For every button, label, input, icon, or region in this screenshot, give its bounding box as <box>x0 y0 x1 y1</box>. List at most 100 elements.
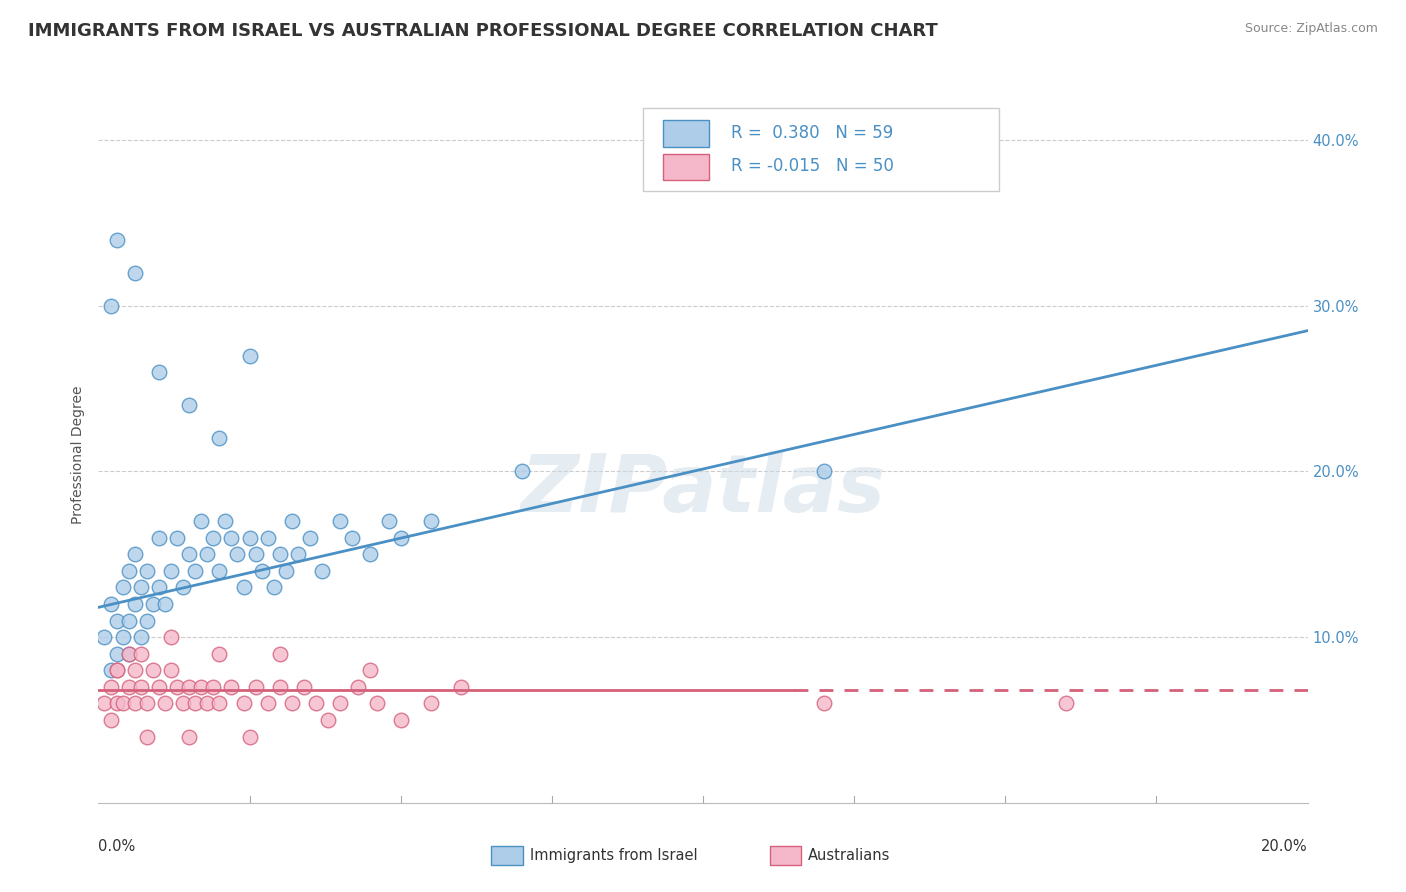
Point <box>160 564 183 578</box>
Point <box>269 547 291 561</box>
Point <box>221 531 243 545</box>
Point <box>111 581 134 595</box>
Point <box>208 564 231 578</box>
Point <box>281 514 304 528</box>
Point <box>148 531 170 545</box>
Point <box>105 647 128 661</box>
FancyBboxPatch shape <box>492 846 523 865</box>
Point <box>172 581 194 595</box>
Point <box>366 697 388 711</box>
Point <box>100 680 122 694</box>
Point <box>269 647 291 661</box>
Point <box>305 697 328 711</box>
Point <box>124 266 146 280</box>
Point <box>100 663 122 677</box>
Point <box>813 465 835 479</box>
Point <box>195 547 218 561</box>
Point <box>450 680 472 694</box>
Point <box>263 581 285 595</box>
Point <box>245 547 267 561</box>
Point <box>360 547 382 561</box>
Point <box>105 663 128 677</box>
Point <box>135 730 157 744</box>
Point <box>118 680 141 694</box>
Text: R =  0.380   N = 59: R = 0.380 N = 59 <box>731 124 893 142</box>
Point <box>166 531 188 545</box>
Point <box>316 713 339 727</box>
Point <box>142 663 165 677</box>
Point <box>510 465 533 479</box>
Point <box>135 564 157 578</box>
Point <box>269 680 291 694</box>
Point <box>148 581 170 595</box>
FancyBboxPatch shape <box>769 846 801 865</box>
Point <box>111 697 134 711</box>
Point <box>250 564 273 578</box>
Point <box>124 597 146 611</box>
Point <box>232 581 254 595</box>
Point <box>221 680 243 694</box>
Point <box>135 697 157 711</box>
Point <box>153 597 176 611</box>
Point <box>105 233 128 247</box>
Point <box>329 514 352 528</box>
Point <box>124 547 146 561</box>
Point <box>118 647 141 661</box>
Point <box>190 514 212 528</box>
Point <box>311 564 333 578</box>
Text: Australians: Australians <box>808 848 890 863</box>
Text: 0.0%: 0.0% <box>98 839 135 855</box>
Point <box>1054 697 1077 711</box>
Point <box>274 564 297 578</box>
Point <box>100 713 122 727</box>
Point <box>420 514 443 528</box>
Point <box>420 697 443 711</box>
Point <box>166 680 188 694</box>
Point <box>93 697 115 711</box>
Point <box>179 547 201 561</box>
Point <box>347 680 370 694</box>
Point <box>360 663 382 677</box>
Point <box>148 680 170 694</box>
Point <box>232 697 254 711</box>
Point <box>208 647 231 661</box>
Point <box>184 697 207 711</box>
Point <box>190 680 212 694</box>
Point <box>179 730 201 744</box>
Point <box>239 349 262 363</box>
Point <box>208 431 231 445</box>
FancyBboxPatch shape <box>643 109 1000 191</box>
Point <box>208 697 231 711</box>
Point <box>118 614 141 628</box>
Point <box>129 630 152 644</box>
Point <box>118 564 141 578</box>
Point <box>256 697 278 711</box>
Point <box>105 663 128 677</box>
Point <box>160 630 183 644</box>
Point <box>148 365 170 379</box>
Text: Source: ZipAtlas.com: Source: ZipAtlas.com <box>1244 22 1378 36</box>
Point <box>377 514 399 528</box>
Point <box>202 680 225 694</box>
Text: R = -0.015   N = 50: R = -0.015 N = 50 <box>731 157 894 175</box>
Point <box>129 647 152 661</box>
Point <box>813 697 835 711</box>
Point <box>179 680 201 694</box>
Point <box>292 680 315 694</box>
Point <box>329 697 352 711</box>
Point <box>105 697 128 711</box>
Point <box>202 531 225 545</box>
Point <box>135 614 157 628</box>
FancyBboxPatch shape <box>664 153 709 180</box>
Point <box>129 680 152 694</box>
Point <box>214 514 236 528</box>
Point <box>172 697 194 711</box>
Text: 20.0%: 20.0% <box>1261 839 1308 855</box>
Text: Immigrants from Israel: Immigrants from Israel <box>530 848 697 863</box>
Point <box>111 630 134 644</box>
Point <box>239 730 262 744</box>
Point <box>124 663 146 677</box>
Point <box>124 697 146 711</box>
FancyBboxPatch shape <box>664 120 709 146</box>
Point <box>342 531 364 545</box>
